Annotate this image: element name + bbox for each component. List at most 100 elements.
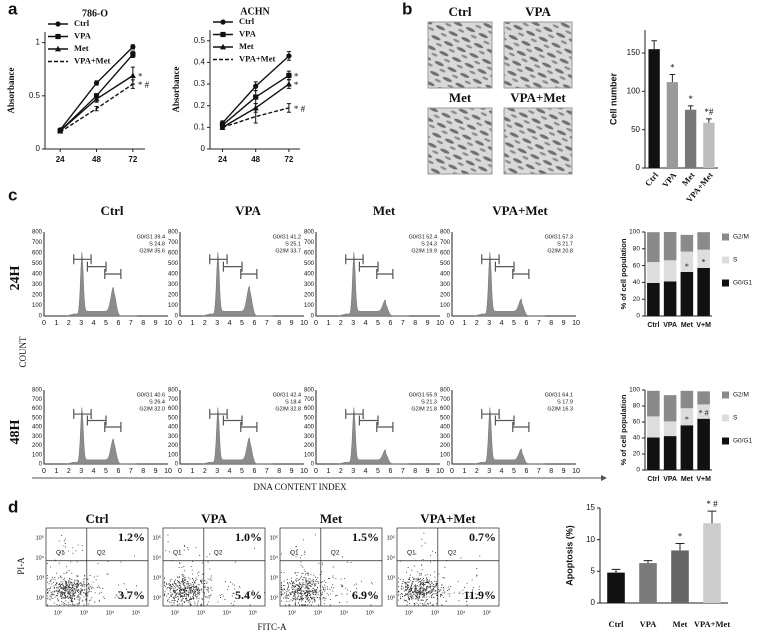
x-tick-label: 2 xyxy=(339,320,343,327)
x-tick-label: 8 xyxy=(277,468,281,475)
y-tick-label: 700 xyxy=(168,397,179,403)
y-tick-label: 10⁴ xyxy=(270,554,279,561)
legend-label: S xyxy=(733,415,738,422)
y-tick-label: 500 xyxy=(304,415,315,421)
quadrant-label: Q1 xyxy=(407,549,416,556)
y-tick-label: 200 xyxy=(304,293,315,299)
y-tick-label: 400 xyxy=(304,272,315,278)
y-tick-label: 200 xyxy=(304,443,315,449)
y-tick-label: 0.5 xyxy=(194,36,206,45)
micrograph-label: VPA+Met xyxy=(510,90,566,105)
marker xyxy=(220,19,226,25)
annotation: * # xyxy=(138,80,150,90)
gate xyxy=(73,254,92,265)
micrograph xyxy=(427,21,493,89)
x-tick-label: 2 xyxy=(339,468,343,475)
legend-label: G0/G1 xyxy=(733,280,753,287)
y-tick-label: 0.3 xyxy=(194,79,206,88)
x-tick-label: 4 xyxy=(364,320,368,327)
legend-label: Ctrl xyxy=(239,16,255,26)
x-tick-label: 9 xyxy=(426,468,430,475)
annotation: * xyxy=(685,262,689,271)
y-tick-label: 600 xyxy=(32,251,43,257)
x-tick-label: 8 xyxy=(277,320,281,327)
y-tick-label: 100 xyxy=(629,387,640,394)
annotation: * xyxy=(678,532,683,542)
y-tick-label: 800 xyxy=(168,388,179,394)
percentage: 3.7% xyxy=(118,588,145,602)
x-tick-label: 6 xyxy=(252,468,256,475)
x-tick-label: 4 xyxy=(228,468,232,475)
y-tick-label: 10 xyxy=(586,535,595,544)
bar-segment xyxy=(680,271,694,316)
x-tick-label: 3 xyxy=(351,468,355,475)
x-tick-label: 10² xyxy=(288,610,296,616)
y-tick-label: 10³ xyxy=(270,575,278,581)
x-tick-label: 5 xyxy=(104,468,108,475)
gate-readout: S 18.4 xyxy=(285,399,301,405)
gate xyxy=(358,261,379,272)
y-tick-label: 300 xyxy=(168,434,179,440)
y-tick-label: 80 xyxy=(633,403,641,410)
y-tick-label: 0.1 xyxy=(194,122,206,131)
series-line xyxy=(222,107,290,129)
bar-segment xyxy=(647,282,660,316)
marker xyxy=(220,43,226,50)
y-tick-label: 700 xyxy=(32,240,43,246)
legend-swatch xyxy=(722,279,729,287)
gate xyxy=(376,422,394,432)
gate-readout: S 24.8 xyxy=(149,241,165,247)
x-tick-label: VPA xyxy=(640,619,658,629)
histogram xyxy=(338,407,409,465)
bar-segment xyxy=(647,232,660,263)
y-tick-label: 10² xyxy=(153,595,161,601)
x-tick-label: 10 xyxy=(572,468,580,475)
bar-segment xyxy=(647,437,660,470)
x-tick-label: 10³ xyxy=(314,610,322,616)
x-tick-label: 9 xyxy=(290,468,294,475)
y-axis-label: % of cell population xyxy=(619,394,628,465)
gate-readout: G2/M 16.3 xyxy=(547,406,573,412)
bar-segment xyxy=(680,408,694,426)
x-tick-label: 4 xyxy=(92,320,96,327)
gate-readout: G0/G1 52.4 xyxy=(409,234,437,240)
y-tick-label: 0 xyxy=(39,314,43,320)
x-tick-label: 8 xyxy=(413,320,417,327)
percentage: 1.0% xyxy=(235,530,262,544)
error-bar xyxy=(611,568,621,573)
histogram xyxy=(474,407,545,465)
dot-cloud xyxy=(398,532,490,606)
x-tick-label: 10 xyxy=(572,320,580,327)
y-tick-label: 300 xyxy=(304,434,315,440)
y-tick-label: 10² xyxy=(36,595,44,601)
x-tick-label: 10³ xyxy=(431,610,439,616)
error-bar xyxy=(94,105,99,112)
y-tick-label: 50 xyxy=(631,125,640,134)
panel-label: c xyxy=(8,185,17,204)
error-bar xyxy=(675,542,685,551)
marker xyxy=(253,94,259,100)
gate xyxy=(86,261,107,272)
y-tick-label: 100 xyxy=(32,452,43,458)
gate xyxy=(240,269,258,279)
x-tick-label: Met xyxy=(673,619,688,629)
error-bar xyxy=(706,118,712,123)
legend-label: G0/G1 xyxy=(733,438,753,445)
x-tick-label: 1 xyxy=(190,320,194,327)
gate xyxy=(86,415,107,426)
x-tick-label: Met xyxy=(681,476,694,483)
quadrant-lines xyxy=(46,528,148,606)
x-tick-label: 3 xyxy=(487,468,491,475)
annotation: * # xyxy=(294,104,306,114)
annotation: * xyxy=(294,80,299,90)
marker xyxy=(253,83,259,89)
gate xyxy=(104,269,122,279)
percentage: 1.5% xyxy=(352,530,379,544)
y-tick-label: 40 xyxy=(633,435,641,442)
bar-segment xyxy=(663,281,677,316)
x-tick-label: 5 xyxy=(240,468,244,475)
histogram xyxy=(474,251,545,317)
x-tick-label: Ctrl xyxy=(643,170,661,188)
bar-segment xyxy=(663,436,677,470)
y-tick-label: 10⁴ xyxy=(36,554,45,561)
